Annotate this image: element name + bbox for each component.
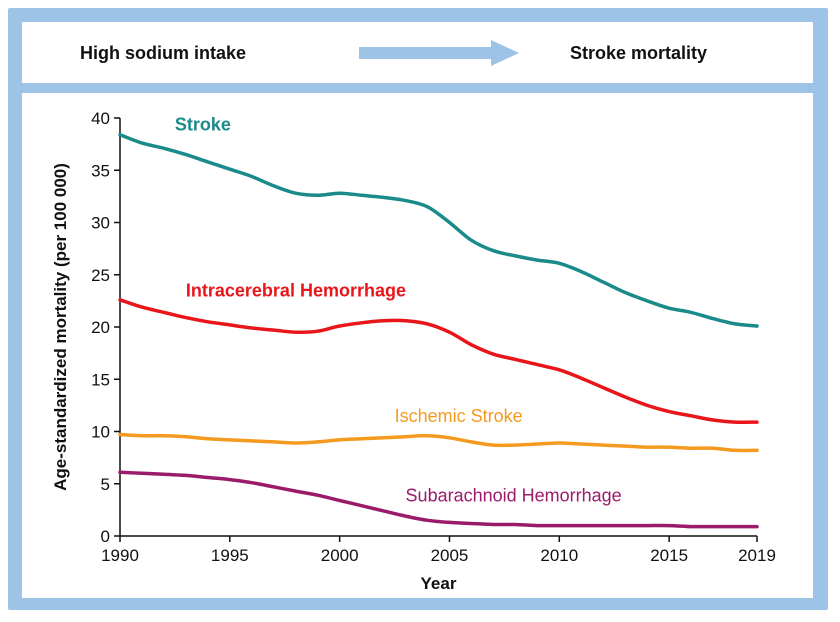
y-tick-label: 20 [91,318,110,337]
y-tick-label: 0 [101,527,110,546]
chart-panel: 0 5 10 15 20 25 30 35 40 1990 1995 2000 2005 2010 2015… [22,93,813,598]
series-line-intracerebral-hemorrhage [118,298,759,424]
x-tick-label: 2000 [321,546,359,565]
x-axis-title: Year [421,574,457,593]
y-tick-label: 30 [91,214,110,233]
series-label-ischemic-stroke: Ischemic Stroke [395,406,523,426]
y-axis-title: Age-standardized mortality (per 100 000) [51,163,70,491]
x-tick-label: 2010 [540,546,578,565]
series-label-layer: Stroke Intracerebral Hemorrhage Ischemic S… [175,115,622,506]
series-line-subarachnoid-hemorrhage [118,470,759,529]
y-tick-label: 10 [91,423,110,442]
right-arrow-icon [359,40,519,66]
line-chart: 0 5 10 15 20 25 30 35 40 1990 1995 2000 2005 2010 2015… [51,109,776,593]
series-label-stroke: Stroke [175,115,231,135]
y-tick-label: 25 [91,266,110,285]
y-tick-label: 40 [91,109,110,128]
series-label-subarachnoid-hemorrhage: Subarachnoid Hemorrhage [406,486,622,506]
x-tick-label: 1995 [211,546,249,565]
x-tick-label: 2005 [431,546,469,565]
series-layer [118,132,759,529]
x-tick-label: 1990 [101,546,139,565]
header-right-label: Stroke mortality [570,43,708,63]
series-line-stroke [118,132,759,328]
header-panel: High sodium intake Stroke mortality [22,22,813,83]
series-label-intracerebral-hemorrhage: Intracerebral Hemorrhage [186,281,406,301]
y-tick-label: 35 [91,161,110,180]
x-tick-label: 2019 [738,546,776,565]
header-left-label: High sodium intake [80,43,247,63]
series-line-ischemic-stroke [118,432,759,453]
x-tick-label: 2015 [650,546,688,565]
y-tick-label: 5 [101,475,110,494]
y-tick-label: 15 [91,370,110,389]
chart-axes: 0 5 10 15 20 25 30 35 40 1990 1995 2000 2005 2010 2015… [91,109,776,565]
